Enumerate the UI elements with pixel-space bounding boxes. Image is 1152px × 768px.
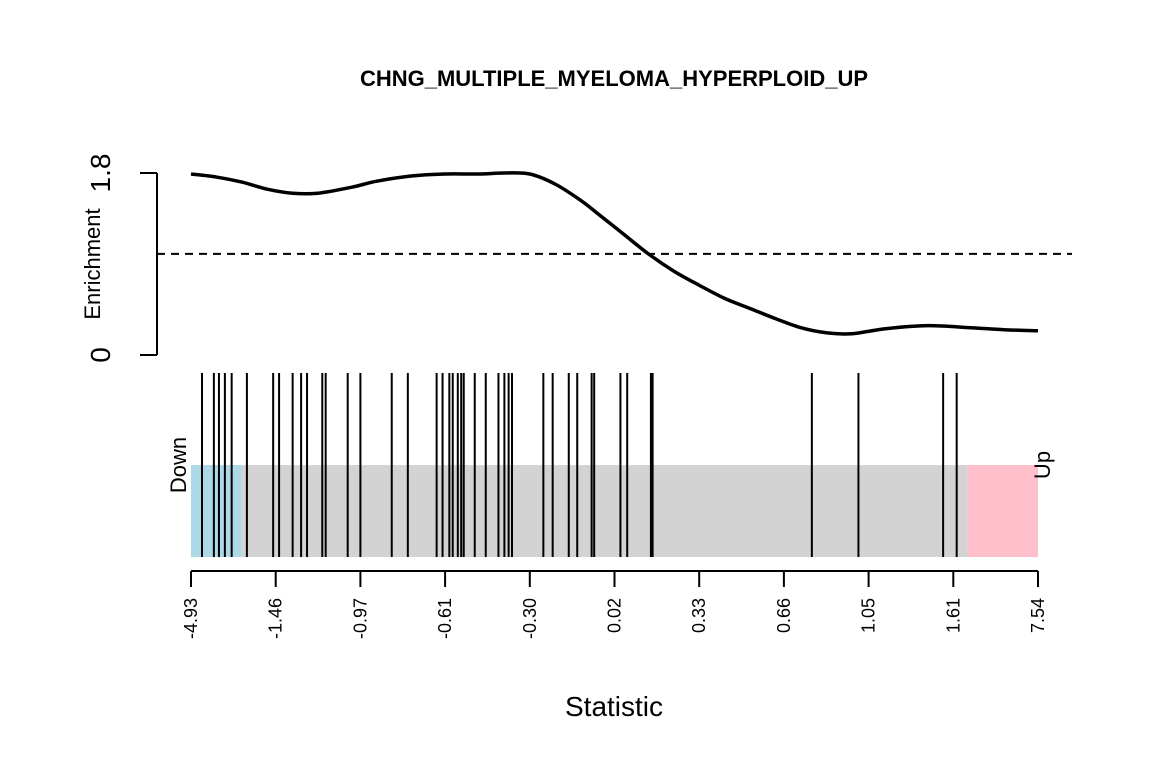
x-tick-label-4: -0.30 [520, 598, 540, 639]
y-tick-label-zero: 0 [85, 347, 116, 363]
x-axis-label: Statistic [565, 691, 663, 722]
x-tick-label-6: 0.33 [689, 598, 709, 633]
barcode-lines [201, 373, 958, 557]
enrichment-panel: 1.8 0 Enrichment [80, 154, 1072, 363]
x-tick-label-5: 0.02 [605, 598, 625, 633]
x-tick-label-10: 7.54 [1028, 598, 1048, 633]
enrichment-curve [190, 171, 1039, 336]
x-tick-label-2: -0.97 [350, 598, 370, 639]
x-tick-label-1: -1.46 [266, 598, 286, 639]
x-tick-label-0: -4.93 [181, 598, 201, 639]
barcode-panel: Down Up [166, 373, 1055, 557]
region-down [191, 465, 242, 557]
chart-title: CHNG_MULTIPLE_MYELOMA_HYPERPLOID_UP [360, 66, 868, 91]
x-tick-label-3: -0.61 [435, 598, 455, 639]
x-tick-label-8: 1.05 [859, 598, 879, 633]
down-label: Down [166, 437, 191, 493]
region-middle [241, 465, 968, 557]
x-tick-label-9: 1.61 [943, 598, 963, 633]
x-tick-label-7: 0.66 [774, 598, 794, 633]
y-tick-label-max: 1.8 [85, 154, 116, 193]
x-axis: -4.93 -1.46 -0.97 -0.61 -0.30 0.02 0.33 0.66 1.0… [181, 570, 1048, 639]
up-label: Up [1030, 451, 1055, 479]
region-up [967, 465, 1038, 557]
y-axis-label: Enrichment [80, 208, 105, 319]
